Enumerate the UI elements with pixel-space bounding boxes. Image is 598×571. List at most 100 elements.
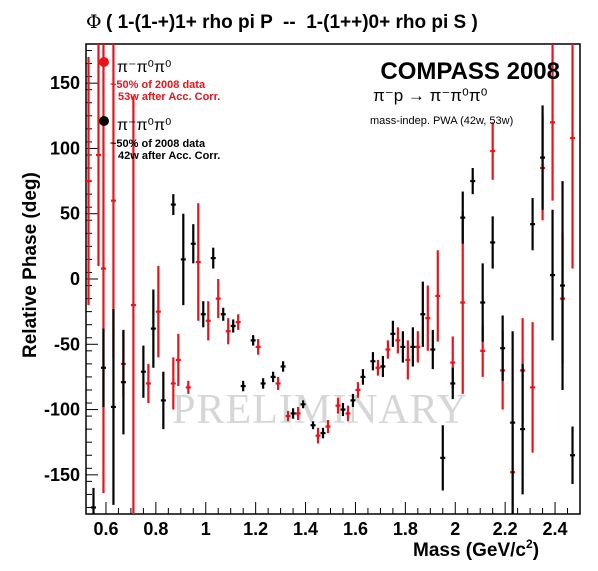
data-point — [110, 44, 116, 358]
data-point — [500, 315, 506, 381]
data-point — [250, 335, 256, 346]
data-point — [480, 263, 486, 342]
data-point — [540, 105, 546, 210]
legend-marker-red — [99, 57, 109, 67]
data-point — [570, 44, 576, 269]
y-tick-label: -150 — [44, 465, 80, 485]
data-point — [520, 363, 526, 495]
data-point — [130, 96, 136, 514]
data-point — [120, 329, 126, 435]
y-tick-label: -50 — [54, 334, 80, 354]
data-point — [490, 216, 496, 269]
data-point — [430, 329, 436, 370]
data-point — [220, 307, 226, 321]
series-red-53w — [86, 44, 576, 514]
analysis-note: mass-indep. PWA (42w, 53w) — [370, 115, 513, 127]
data-point — [385, 340, 391, 359]
x-tick-label: 1.8 — [393, 519, 418, 539]
data-point — [320, 427, 326, 439]
legend-marker-black — [99, 116, 109, 126]
data-point — [300, 400, 306, 409]
data-point — [340, 403, 346, 417]
data-point — [375, 359, 381, 376]
y-tick-label: 150 — [50, 73, 80, 93]
data-point — [170, 194, 176, 216]
data-point — [260, 378, 266, 389]
data-point — [550, 209, 556, 341]
data-point — [290, 408, 296, 419]
data-point — [195, 203, 201, 321]
legend-black-line2: 42w after Acc. Corr. — [118, 150, 220, 162]
data-point — [150, 289, 156, 368]
data-point — [410, 327, 416, 367]
legend-red-line2: 53w after Acc. Corr. — [118, 91, 220, 103]
x-tick-label: 2.4 — [543, 519, 568, 539]
data-point — [415, 331, 421, 363]
series-black-42w — [90, 105, 576, 514]
data-point — [510, 331, 516, 514]
data-point — [315, 427, 321, 444]
data-point — [240, 380, 246, 392]
data-point — [335, 397, 341, 414]
axes: 0.6 0.8 1 1.2 1.4 1.6 1.8 2 2.2 2.4 150 100 50 0 -50 -1… — [44, 50, 581, 539]
data-point — [395, 327, 401, 354]
x-tick-label: 2.2 — [493, 519, 518, 539]
data-point — [345, 405, 351, 422]
data-point — [355, 382, 361, 398]
data-point — [360, 369, 366, 385]
data-point — [350, 393, 356, 407]
data-point — [490, 122, 496, 180]
watermark: PRELIMINARY — [172, 387, 468, 433]
legend-black-line1: ~50% of 2008 data — [110, 138, 206, 150]
x-tick-label: 1 — [201, 519, 211, 539]
data-point — [295, 406, 301, 420]
y-axis-label: Relative Phase (deg) — [20, 172, 41, 358]
x-tick-label: 0.6 — [93, 519, 118, 539]
data-point — [405, 340, 411, 380]
data-point — [310, 421, 316, 430]
data-point — [370, 352, 376, 371]
data-point — [530, 322, 536, 453]
experiment-label: COMPASS 2008 — [380, 58, 560, 85]
x-tick-label: 1.6 — [343, 519, 368, 539]
data-point — [425, 285, 431, 351]
data-point — [210, 247, 216, 269]
y-tick-label: -100 — [44, 400, 80, 420]
data-point — [155, 265, 161, 358]
data-point — [170, 357, 176, 410]
chart-title: ( 1-(1-+)1+ rho pi P -- 1-(1++)0+ rho pi… — [106, 12, 478, 33]
data-point — [440, 425, 446, 491]
y-tick-label: 0 — [70, 269, 80, 289]
data-point — [230, 319, 236, 333]
x-axis-label-sup: 2 — [526, 537, 533, 551]
data-point — [190, 224, 196, 264]
data-point — [550, 44, 556, 201]
data-point — [215, 279, 221, 319]
data-point — [160, 371, 166, 430]
legend-red-line1: ~50% of 2008 data — [110, 79, 206, 91]
data-point — [235, 314, 241, 330]
chart-title-symbol: Φ — [86, 11, 102, 33]
data-point — [225, 318, 231, 345]
x-tick-label: 2 — [450, 519, 460, 539]
data-point — [530, 198, 536, 251]
data-point — [255, 339, 261, 355]
data-point — [86, 57, 91, 306]
data-point — [140, 345, 146, 398]
data-point — [180, 213, 186, 306]
data-point — [200, 301, 206, 328]
data-point — [100, 44, 106, 494]
data-point — [285, 410, 291, 422]
data-point — [380, 356, 386, 377]
data-point — [100, 328, 106, 407]
data-point — [560, 181, 566, 390]
data-point — [280, 361, 286, 372]
legend-black-name: π⁻π⁰π⁰ — [117, 117, 171, 134]
y-tick-label: 50 — [60, 204, 80, 224]
data-point — [390, 320, 396, 347]
data-point — [95, 44, 101, 266]
data-point — [435, 250, 441, 342]
data-point — [420, 281, 426, 347]
data-point — [270, 371, 276, 383]
x-axis-label: Mass (GeV/c2) — [413, 537, 539, 561]
